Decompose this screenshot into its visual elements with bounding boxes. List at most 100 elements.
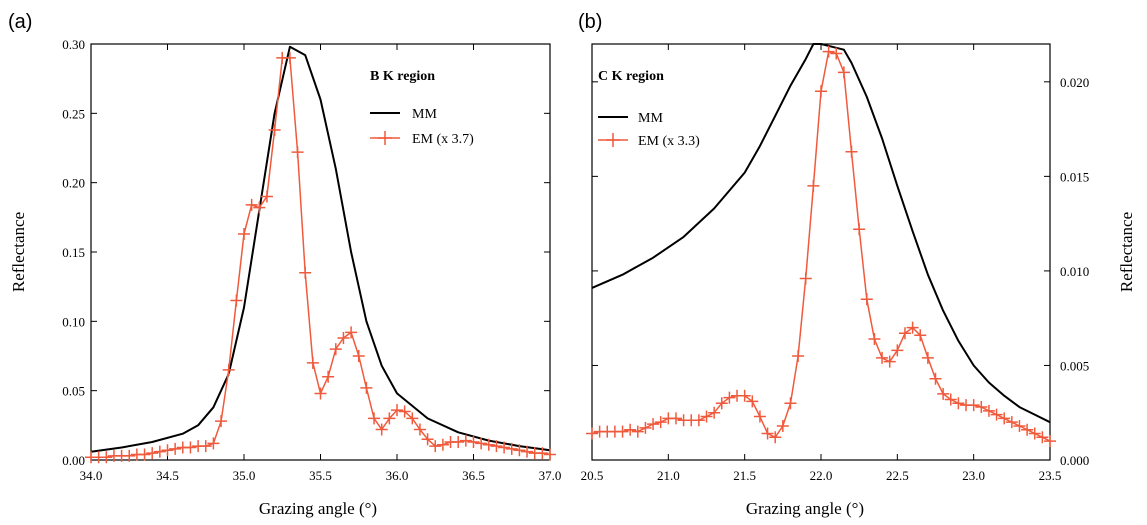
data-point-em-a <box>505 442 518 455</box>
y-tick-label-b: 0.015 <box>1060 169 1089 184</box>
panel-b: (b) C K region Reflectance Grazing angle… <box>578 11 1136 518</box>
data-point-em-b <box>975 401 988 414</box>
data-point-em-a <box>222 363 235 376</box>
y-axis-title-a: Reflectance <box>9 212 28 292</box>
y-tick-label-a: 0.00 <box>62 453 85 468</box>
data-point-em-a <box>459 434 472 447</box>
data-point-em-a <box>544 448 556 461</box>
y-axis-title-b: Reflectance <box>1117 212 1136 292</box>
data-point-em-a <box>215 415 228 428</box>
data-point-em-b <box>624 423 637 436</box>
data-point-em-b <box>738 389 751 402</box>
data-point-em-b <box>914 329 927 342</box>
data-point-em-a <box>513 444 526 457</box>
data-point-em-a <box>536 447 549 460</box>
legend-label-em-b: EM (x 3.3) <box>638 134 700 149</box>
data-point-em-a <box>291 146 304 159</box>
legend-label-mm-a: MM <box>412 107 437 122</box>
data-point-em-b <box>654 416 667 429</box>
y-tick-label-a: 0.15 <box>62 245 85 260</box>
panel-label-b: (b) <box>578 11 602 33</box>
data-point-em-a <box>452 435 465 448</box>
data-point-em-a <box>207 437 220 450</box>
data-point-em-b <box>967 399 980 412</box>
data-point-em-b <box>929 372 942 385</box>
data-point-em-a <box>360 381 373 394</box>
data-point-em-b <box>586 427 598 440</box>
data-point-em-b <box>792 350 805 362</box>
data-point-em-b <box>876 351 889 364</box>
legend-marker-em-a <box>378 131 392 145</box>
data-point-em-a <box>260 190 273 203</box>
data-point-em-a <box>406 412 419 425</box>
data-point-em-a <box>337 331 350 344</box>
region-title-a: B K region <box>370 69 435 84</box>
data-point-em-a <box>436 438 449 451</box>
data-point-em-b <box>708 406 721 419</box>
x-tick-label-a: 36.5 <box>462 468 485 483</box>
data-point-em-a <box>490 440 503 453</box>
legend-marker-em-b <box>606 133 620 147</box>
x-tick-label-b: 23.5 <box>1039 468 1062 483</box>
y-tick-label-a: 0.25 <box>62 106 85 121</box>
data-point-em-b <box>1021 423 1034 436</box>
data-point-em-a <box>375 423 388 436</box>
data-point-em-b <box>837 66 850 79</box>
x-tick-label-b: 20.5 <box>581 468 604 483</box>
x-axis-title-a: Grazing angle (°) <box>259 499 377 518</box>
data-point-em-b <box>898 327 911 340</box>
data-point-em-b <box>891 344 904 357</box>
y-tick-label-b: 0.010 <box>1060 264 1089 279</box>
data-point-em-a <box>413 423 426 436</box>
data-point-em-a <box>421 433 434 446</box>
data-point-em-a <box>329 343 342 356</box>
legend-label-em-a: EM (x 3.7) <box>412 132 474 147</box>
data-point-em-a <box>368 412 381 425</box>
y-tick-label-a: 0.20 <box>62 176 85 191</box>
x-tick-label-a: 37.0 <box>539 468 562 483</box>
data-point-em-b <box>700 410 713 423</box>
y-tick-label-b: 0.000 <box>1060 453 1089 468</box>
data-point-em-a <box>352 350 365 362</box>
series-line-mm-b <box>591 43 1051 424</box>
data-point-em-b <box>1036 431 1049 444</box>
x-tick-label-b: 21.5 <box>733 468 756 483</box>
data-point-em-a <box>238 227 250 240</box>
x-tick-label-b: 22.0 <box>810 468 833 483</box>
data-point-em-b <box>784 397 797 410</box>
data-point-em-a <box>398 405 411 418</box>
data-point-em-a <box>199 440 212 453</box>
data-point-em-a <box>306 356 319 369</box>
data-point-em-b <box>822 45 835 58</box>
data-point-em-a <box>161 444 174 457</box>
data-point-em-a <box>299 266 312 279</box>
data-point-em-b <box>753 410 766 423</box>
data-point-em-b <box>845 145 858 158</box>
x-tick-label-b: 21.0 <box>657 468 680 483</box>
data-point-em-a <box>153 445 166 458</box>
data-point-em-a <box>383 412 396 425</box>
data-point-em-b <box>799 272 812 285</box>
data-point-em-a <box>146 447 159 460</box>
data-point-em-b <box>998 412 1011 425</box>
region-title-b: C K region <box>598 69 664 84</box>
x-tick-label-a: 36.0 <box>386 468 409 483</box>
data-point-em-b <box>631 425 644 438</box>
data-point-em-a <box>314 387 327 400</box>
x-axis-title-b: Grazing angle (°) <box>746 499 864 518</box>
data-point-em-a <box>184 441 197 454</box>
data-point-em-b <box>868 332 881 345</box>
data-point-em-a <box>391 404 403 417</box>
data-point-em-b <box>761 427 774 440</box>
data-point-em-b <box>639 421 652 434</box>
x-tick-label-a: 35.0 <box>233 468 256 483</box>
data-point-em-b <box>746 395 759 408</box>
data-point-em-b <box>647 418 660 431</box>
y-tick-label-a: 0.10 <box>62 314 85 329</box>
data-point-em-b <box>669 412 682 425</box>
data-point-em-b <box>1013 419 1026 432</box>
data-point-em-a <box>467 435 480 448</box>
data-point-em-b <box>944 393 957 406</box>
data-point-em-b <box>1005 416 1018 429</box>
data-point-em-b <box>692 414 705 427</box>
